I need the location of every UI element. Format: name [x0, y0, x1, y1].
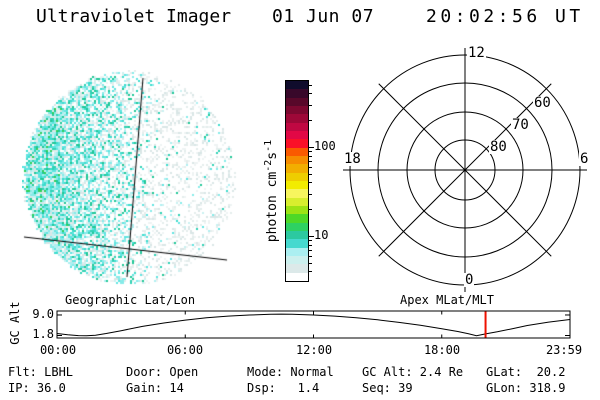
page-title: Ultraviolet Imager — [36, 6, 232, 27]
status-dsp: Dsp: 1.4 — [247, 381, 320, 395]
orbit-xtick-2359: 23:59 — [545, 343, 583, 357]
status-mode: Mode: Normal — [247, 365, 334, 379]
status-seq: Seq: 39 — [362, 381, 413, 395]
colorbar-tick-label-10: 10 — [314, 228, 329, 242]
orbit-xtick-0000: 00:00 — [39, 343, 77, 357]
orbit-ytick-9: 9.0 — [32, 307, 54, 321]
orbit-xtick-1200: 12:00 — [295, 343, 333, 357]
polar-plot — [343, 48, 587, 292]
orbit-title-geographic: Geographic Lat/Lon — [65, 293, 196, 307]
polar-ring-label-70: 70 — [511, 117, 530, 133]
uv-image-disk — [22, 70, 238, 286]
status-ip: IP: 36.0 — [8, 381, 66, 395]
polar-label-0: 0 — [464, 272, 475, 288]
colorbar-label: photon cm -2 s -1 — [262, 139, 280, 243]
colorbar-tick-label-100: 100 — [314, 139, 336, 153]
colorbar — [285, 80, 309, 282]
status-door: Door: Open — [126, 365, 199, 379]
status-flt: Flt: LBHL — [8, 365, 74, 379]
polar-label-12: 12 — [467, 45, 486, 61]
orbit-xtick-0600: 06:00 — [166, 343, 204, 357]
orbit-plot — [56, 310, 571, 339]
status-glon: GLon: 318.9 — [486, 381, 566, 395]
status-gain: Gain: 14 — [126, 381, 184, 395]
header-date: 01 Jun 07 — [272, 6, 375, 27]
orbit-xtick-1800: 18:00 — [423, 343, 461, 357]
status-glat: GLat: 20.2 — [486, 365, 566, 379]
orbit-title-apex: Apex MLat/MLT — [400, 293, 494, 307]
header-time: 20:02:56 UT — [426, 6, 584, 27]
polar-ring-label-80: 80 — [489, 139, 508, 155]
status-gc-alt: GC Alt: 2.4 Re — [362, 365, 464, 379]
orbit-ytick-1-8: 1.8 — [32, 327, 54, 341]
polar-label-18: 18 — [343, 151, 362, 167]
polar-label-6: 6 — [579, 151, 590, 167]
polar-ring-label-60: 60 — [533, 95, 552, 111]
